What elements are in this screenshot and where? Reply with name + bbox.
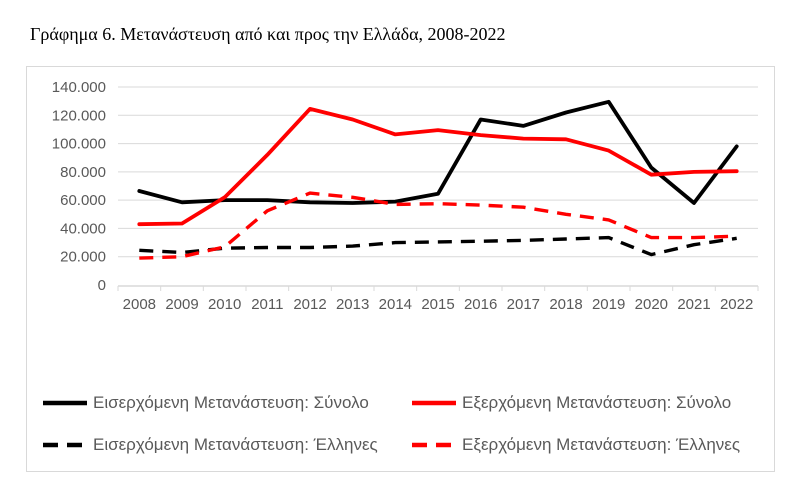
legend-marker-line — [412, 400, 456, 406]
legend-marker-line — [43, 442, 87, 448]
x-tick-label: 2012 — [293, 296, 326, 313]
legend-item: Εισερχόμενη Μετανάστευση: Έλληνες — [42, 434, 378, 456]
y-tick-label: 140.000 — [52, 79, 106, 96]
legend-label: Εξερχόμενη Μετανάστευση: Έλληνες — [462, 435, 741, 454]
x-tick-label: 2016 — [464, 296, 497, 313]
y-tick-label: 60.000 — [60, 192, 106, 209]
y-tick-label: 100.000 — [52, 136, 106, 153]
x-tick-label: 2020 — [635, 296, 668, 313]
y-tick-label: 120.000 — [52, 107, 106, 124]
x-tick-label: 2008 — [123, 296, 156, 313]
x-tick-label: 2015 — [421, 296, 454, 313]
series-line — [137, 107, 739, 227]
legend-item: Εξερχόμενη Μετανάστευση: Έλληνες — [411, 434, 740, 456]
series-line — [139, 235, 737, 257]
x-tick-label: 2019 — [592, 296, 625, 313]
legend-label: Εισερχόμενη Μετανάστευση: Σύνολο — [93, 393, 369, 412]
legend-label: Εισερχόμενη Μετανάστευση: Έλληνες — [93, 435, 378, 454]
chart-title: Γράφημα 6. Μετανάστευση από και προς την… — [30, 24, 506, 44]
x-tick-label: 2010 — [208, 296, 241, 313]
line-chart-plot: 0 20.000 40.000 60.000 80.000 100.000 120.000 1… — [52, 79, 759, 313]
y-tick-label: 40.000 — [60, 220, 106, 237]
x-tick-label: 2013 — [336, 296, 369, 313]
x-tick-label: 2018 — [549, 296, 582, 313]
x-tick-label: 2011 — [251, 296, 283, 313]
chart-container: 0 20.000 40.000 60.000 80.000 100.000 120.000 1… — [26, 66, 775, 472]
legend-marker-line — [43, 400, 87, 406]
legend-item: Εισερχόμενη Μετανάστευση: Σύνολο — [42, 392, 369, 414]
y-tick-label: 0 — [98, 277, 106, 294]
x-tick-label: 2021 — [677, 296, 710, 313]
x-tick-label: 2022 — [720, 296, 753, 313]
y-tick-label: 20.000 — [60, 249, 106, 266]
y-tick-label: 80.000 — [60, 164, 106, 181]
legend-label: Εξερχόμενη Μετανάστευση: Σύνολο — [462, 393, 732, 412]
x-tick-label: 2017 — [507, 296, 540, 313]
legend-marker-line — [412, 442, 456, 448]
x-tick-label: 2009 — [165, 296, 198, 313]
legend-item: Εξερχόμενη Μετανάστευση: Σύνολο — [411, 392, 731, 414]
series-line — [139, 191, 737, 260]
series-line — [137, 99, 739, 205]
x-tick-label: 2014 — [379, 296, 412, 313]
